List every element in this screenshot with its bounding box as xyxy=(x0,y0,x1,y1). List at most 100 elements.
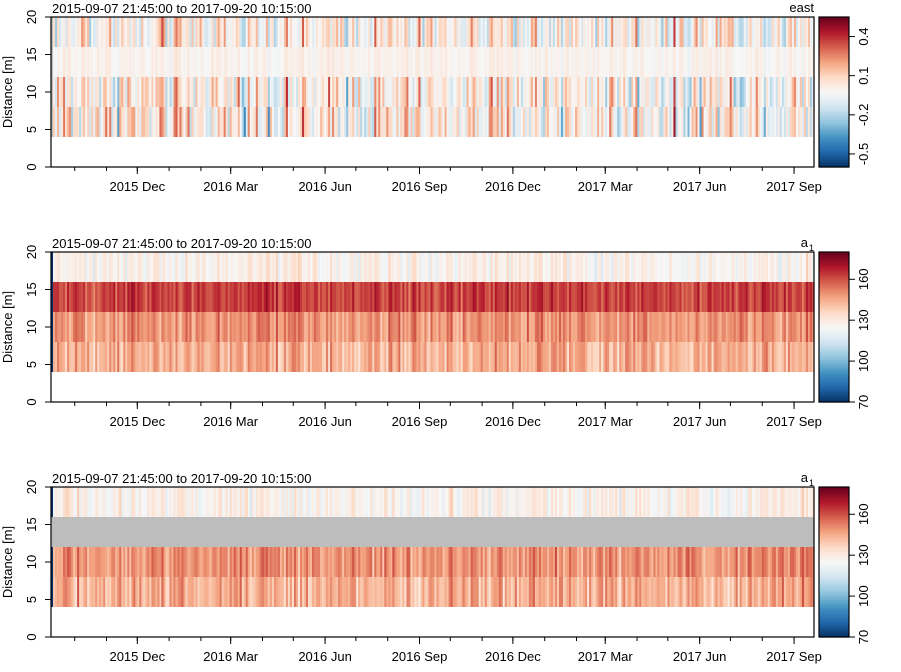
heatmap-cell xyxy=(289,547,293,577)
heatmap-cell xyxy=(715,282,719,312)
heatmap-cell xyxy=(496,17,500,47)
heatmap-cell xyxy=(187,282,191,312)
heatmap-cell xyxy=(593,47,596,77)
heatmap-cell xyxy=(342,107,345,137)
heatmap-cell xyxy=(488,47,492,77)
heatmap-cell xyxy=(63,547,66,577)
heatmap-cell xyxy=(233,577,237,607)
heatmap-cell xyxy=(793,487,797,517)
heatmap-cell xyxy=(412,47,416,77)
heatmap-cell xyxy=(761,17,765,47)
heatmap-cell xyxy=(715,487,719,517)
heatmap-cell xyxy=(147,77,150,107)
heatmap-cell xyxy=(637,547,640,577)
heatmap-cell xyxy=(793,252,797,282)
heatmap-cell xyxy=(693,282,697,312)
heatmap-cell xyxy=(685,577,689,607)
heatmap-cell xyxy=(299,282,303,312)
heatmap-cell xyxy=(785,107,789,137)
heatmap-cell xyxy=(95,577,98,607)
heatmap-cell xyxy=(699,77,703,107)
heatmap-cell xyxy=(358,342,361,372)
heatmap-cell xyxy=(133,252,136,282)
heatmap-cell xyxy=(416,342,420,372)
heatmap-cell xyxy=(414,487,418,517)
heatmap-cell xyxy=(703,47,707,77)
heatmap-cell xyxy=(673,487,677,517)
heatmap-cell xyxy=(57,487,60,517)
heatmap-cell xyxy=(213,577,217,607)
heatmap-cell xyxy=(378,342,381,372)
heatmap-cell xyxy=(585,17,588,47)
heatmap-cell xyxy=(384,17,387,47)
heatmap-cell xyxy=(360,547,363,577)
heatmap-cell xyxy=(75,47,78,77)
heatmap-cell xyxy=(727,77,731,107)
heatmap-cell xyxy=(793,342,797,372)
heatmap-cell xyxy=(723,282,727,312)
colorbar-swatch xyxy=(819,127,849,131)
heatmap-cell xyxy=(422,17,426,47)
heatmap-cell xyxy=(187,577,191,607)
colorbar-swatch xyxy=(819,69,849,73)
heatmap-cell xyxy=(583,17,586,47)
heatmap-cell xyxy=(637,487,640,517)
heatmap-cell xyxy=(318,107,321,137)
heatmap-cell xyxy=(522,17,526,47)
heatmap-cell xyxy=(747,312,751,342)
heatmap-cell xyxy=(749,487,753,517)
heatmap-cell xyxy=(727,107,731,137)
heatmap-cell xyxy=(109,282,112,312)
heatmap-cell xyxy=(809,342,813,372)
heatmap-cell xyxy=(151,107,154,137)
heatmap-cell xyxy=(314,342,317,372)
heatmap-cell xyxy=(486,252,490,282)
colorbar-swatch xyxy=(819,74,849,78)
heatmap-cell xyxy=(167,252,171,282)
heatmap-cell xyxy=(289,77,293,107)
heatmap-cell xyxy=(149,282,152,312)
heatmap-cell xyxy=(135,577,138,607)
heatmap-cell xyxy=(267,47,271,77)
heatmap-cell xyxy=(291,547,295,577)
heatmap-cell xyxy=(484,487,488,517)
heatmap-cell xyxy=(255,487,259,517)
heatmap-cell xyxy=(103,487,106,517)
colorbar-swatch xyxy=(819,37,849,41)
heatmap-cell xyxy=(428,312,432,342)
heatmap-cell xyxy=(191,342,195,372)
heatmap-cell xyxy=(149,77,152,107)
heatmap-cell xyxy=(117,47,120,77)
heatmap-cell xyxy=(518,107,522,137)
heatmap-cell xyxy=(542,312,546,342)
colorbar-tick-label: 100 xyxy=(856,350,871,372)
heatmap-cell xyxy=(247,47,251,77)
heatmap-cell xyxy=(370,77,373,107)
heatmap-cell xyxy=(275,282,279,312)
colorbar-swatch xyxy=(819,372,849,376)
heatmap-cell xyxy=(651,252,654,282)
heatmap-cell xyxy=(589,547,592,577)
heatmap-cell xyxy=(641,547,644,577)
colorbar-swatch xyxy=(819,614,849,618)
heatmap-cell xyxy=(354,77,357,107)
heatmap-cell xyxy=(623,282,626,312)
heatmap-cell xyxy=(301,342,305,372)
heatmap-cell xyxy=(621,312,624,342)
heatmap-cell xyxy=(512,342,516,372)
heatmap-cell xyxy=(552,47,556,77)
heatmap-cell xyxy=(775,487,779,517)
heatmap-cell xyxy=(661,487,665,517)
heatmap-cell xyxy=(663,282,667,312)
heatmap-cell xyxy=(115,282,118,312)
heatmap-cell xyxy=(241,312,245,342)
heatmap-cell xyxy=(306,252,309,282)
x-tick-label: 2016 Jun xyxy=(298,179,352,194)
heatmap-cell xyxy=(575,252,578,282)
colorbar-swatch xyxy=(819,527,849,531)
heatmap-cell xyxy=(567,107,570,137)
heatmap-cell xyxy=(753,47,757,77)
heatmap-cell xyxy=(187,312,191,342)
heatmap-cell xyxy=(121,577,124,607)
